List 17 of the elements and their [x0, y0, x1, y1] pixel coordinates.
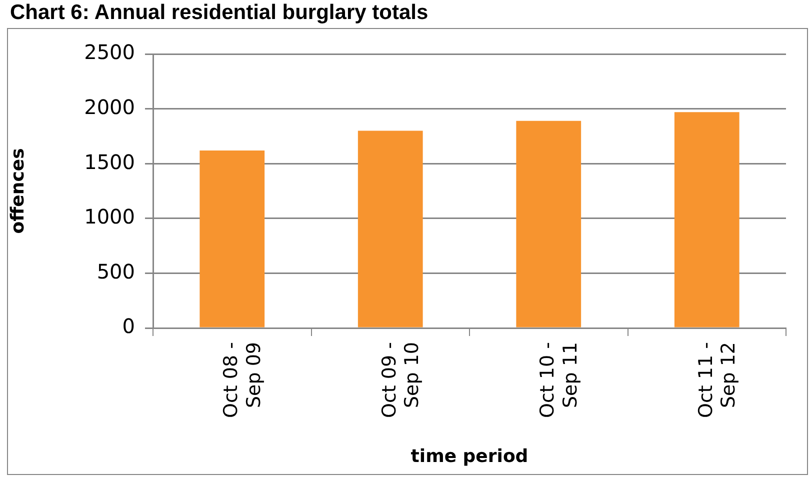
x-axis-title: time period — [410, 446, 528, 467]
y-tick-label: 1500 — [84, 150, 135, 174]
x-tick-label: Oct 09 - Sep 10 — [378, 342, 424, 418]
bar — [200, 150, 265, 328]
y-tick-label: 0 — [122, 314, 135, 338]
y-tick-label: 1000 — [84, 204, 135, 229]
chart-title: Chart 6: Annual residential burglary totals — [10, 0, 428, 26]
x-tick-label: Oct 08 - Sep 09 — [220, 342, 265, 418]
x-tick-label: Oct 10 - Sep 11 — [536, 342, 582, 418]
y-tick-label: 500 — [96, 259, 135, 284]
y-tick-label: 2000 — [84, 95, 135, 120]
y-tick-label: 2500 — [84, 40, 135, 64]
bar — [674, 112, 740, 328]
bar — [516, 120, 582, 328]
y-axis-title: offences — [7, 148, 28, 234]
bar — [358, 130, 423, 328]
x-tick-label: Oct 11 - Sep 12 — [694, 342, 740, 418]
